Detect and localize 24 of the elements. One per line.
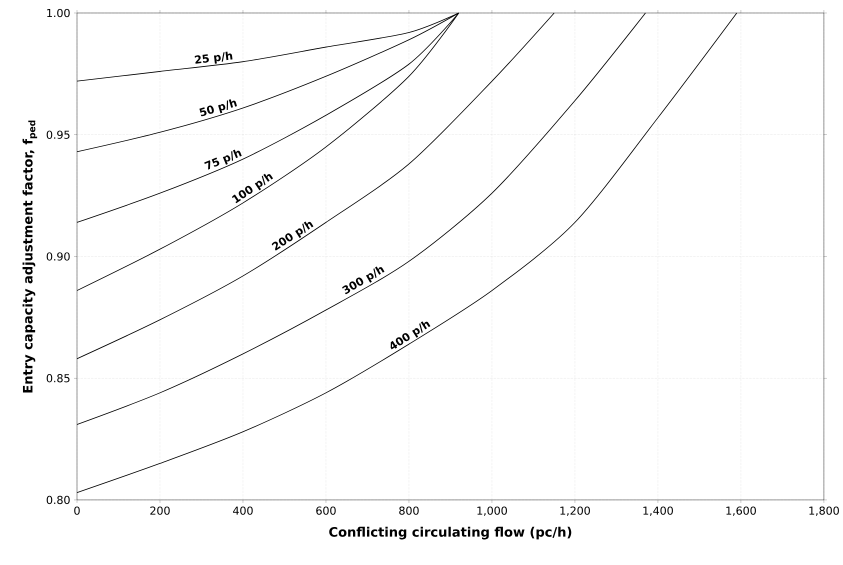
- x-tick-label: 0: [74, 506, 80, 515]
- text: 25 p/h: [194, 52, 232, 64]
- text: 300 p/h: [342, 266, 384, 294]
- y-axis-title: Entry capacity adjustment factor, f$_{ped}$: [22, 120, 38, 392]
- text: 200 p/h: [272, 222, 314, 251]
- y-tick-label: 1.00: [47, 8, 70, 18]
- x-tick-label: 1,800: [809, 506, 839, 516]
- x-tick-label: 600: [316, 506, 336, 515]
- x-axis-title: Conflicting circulating flow (pc/h): [329, 526, 572, 540]
- x-tick-label: 800: [399, 506, 419, 515]
- x-tick-label: 200: [150, 506, 170, 515]
- text: 100 p/h: [232, 174, 274, 204]
- text: 75 p/h: [204, 150, 242, 170]
- y-tick-label: 0.80: [46, 496, 70, 504]
- text: 400 p/h: [390, 321, 430, 350]
- x-tick-label: 1,000: [477, 506, 507, 516]
- x-tick-label: 1,600: [726, 506, 756, 516]
- y-tick-label: 0.95: [46, 130, 70, 139]
- y-tick-label: 0.90: [46, 252, 70, 261]
- text: 50 p/h: [199, 99, 237, 116]
- y-tick-label: 0.85: [46, 374, 70, 382]
- x-tick-label: 400: [233, 506, 253, 515]
- x-tick-label: 1,200: [560, 506, 590, 516]
- x-tick-label: 1,400: [643, 506, 673, 516]
